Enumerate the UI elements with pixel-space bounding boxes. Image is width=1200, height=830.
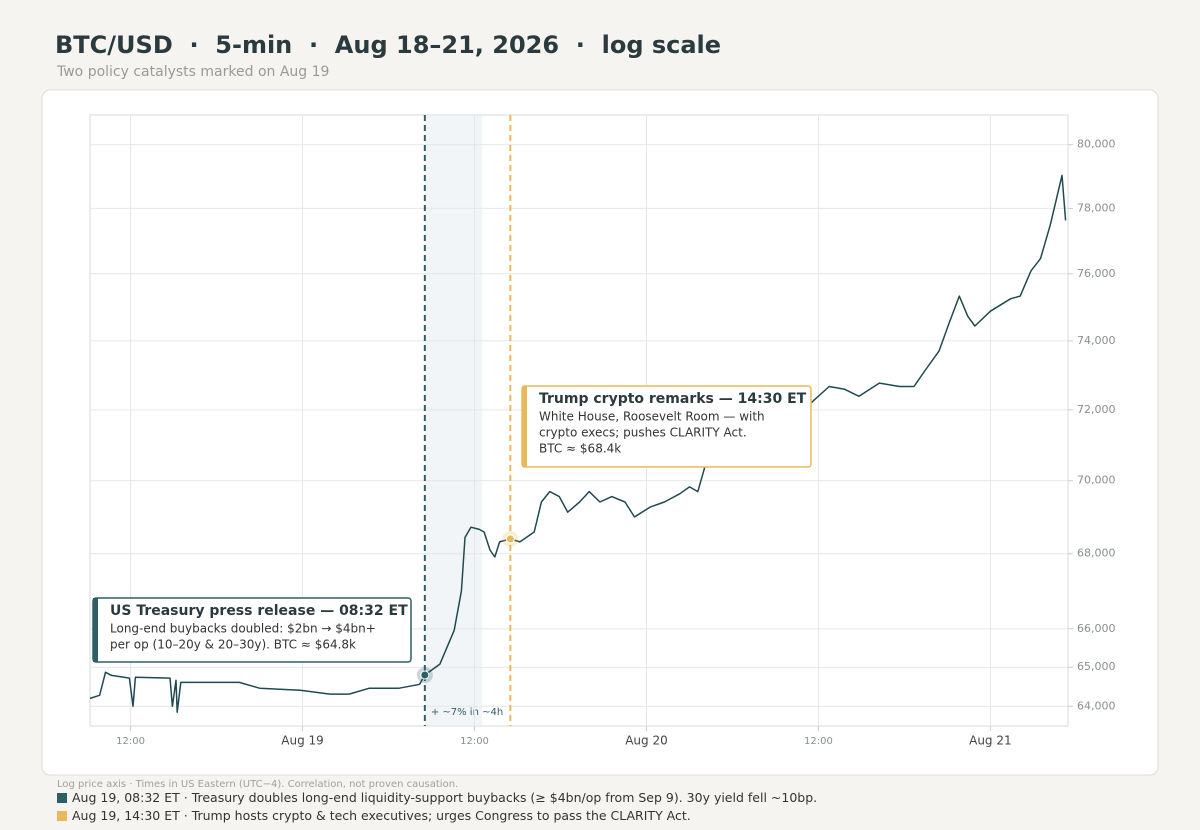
event-dot <box>505 534 515 544</box>
y-tick-label: 70,000 <box>1077 474 1116 487</box>
chart-title: BTC/USD · 5-min · Aug 18–21, 2026 · log … <box>55 31 721 59</box>
y-tick-label: 72,000 <box>1077 403 1116 416</box>
legend-entry: Aug 19, 08:32 ET · Treasury doubles long… <box>72 790 817 805</box>
y-tick-label: 78,000 <box>1077 201 1116 214</box>
legend-swatch <box>57 793 67 803</box>
plot-frame <box>89 114 1069 727</box>
y-tick-label: 80,000 <box>1077 138 1116 151</box>
legend-date: Aug 19, 14:30 ET <box>72 808 180 823</box>
x-tick-label: 12:00 <box>116 736 145 747</box>
legend-date: Aug 19, 08:32 ET <box>72 790 180 805</box>
y-tick-label: 65,000 <box>1077 660 1116 673</box>
y-tick-label: 66,000 <box>1077 622 1116 635</box>
legend-entry: Aug 19, 14:30 ET · Trump hosts crypto & … <box>72 808 691 823</box>
annotation-bar <box>93 598 98 662</box>
y-tick-label: 68,000 <box>1077 547 1116 560</box>
legend-text: · Treasury doubles long-end liquidity-su… <box>184 790 817 805</box>
footnote: Log price axis · Times in US Eastern (UT… <box>57 779 458 790</box>
event-dot <box>420 670 430 680</box>
annotation-bar <box>522 386 527 467</box>
x-tick-label: Aug 20 <box>625 734 668 748</box>
y-tick-label: 74,000 <box>1077 334 1116 347</box>
annotation-text: crypto execs; pushes CLARITY Act. <box>539 426 747 440</box>
x-tick-label: 12:00 <box>460 736 489 747</box>
y-tick-label: 64,000 <box>1077 699 1116 712</box>
x-tick-label: 12:00 <box>804 736 833 747</box>
annotation-text: White House, Roosevelt Room — with <box>539 410 765 424</box>
shade-label: + ~7% in ~4h <box>431 707 503 718</box>
legend-swatch <box>57 811 67 821</box>
annotation-text: per op (10–20y & 20–30y). BTC ≈ $64.8k <box>110 638 356 652</box>
x-tick-label: Aug 19 <box>281 734 324 748</box>
annotation-title: Trump crypto remarks — 14:30 ET <box>539 391 807 407</box>
legend-text: · Trump hosts crypto & tech executives; … <box>184 808 691 823</box>
shade-band <box>424 115 483 726</box>
annotation-text: BTC ≈ $68.4k <box>539 442 621 456</box>
annotation-title: US Treasury press release — 08:32 ET <box>110 603 408 619</box>
x-tick-label: Aug 21 <box>969 734 1012 748</box>
price-line <box>89 174 1067 713</box>
annotation-text: Long-end buybacks doubled: $2bn → $4bn+ <box>110 622 376 636</box>
chart-subtitle: Two policy catalysts marked on Aug 19 <box>56 64 329 80</box>
y-tick-label: 76,000 <box>1077 267 1116 280</box>
